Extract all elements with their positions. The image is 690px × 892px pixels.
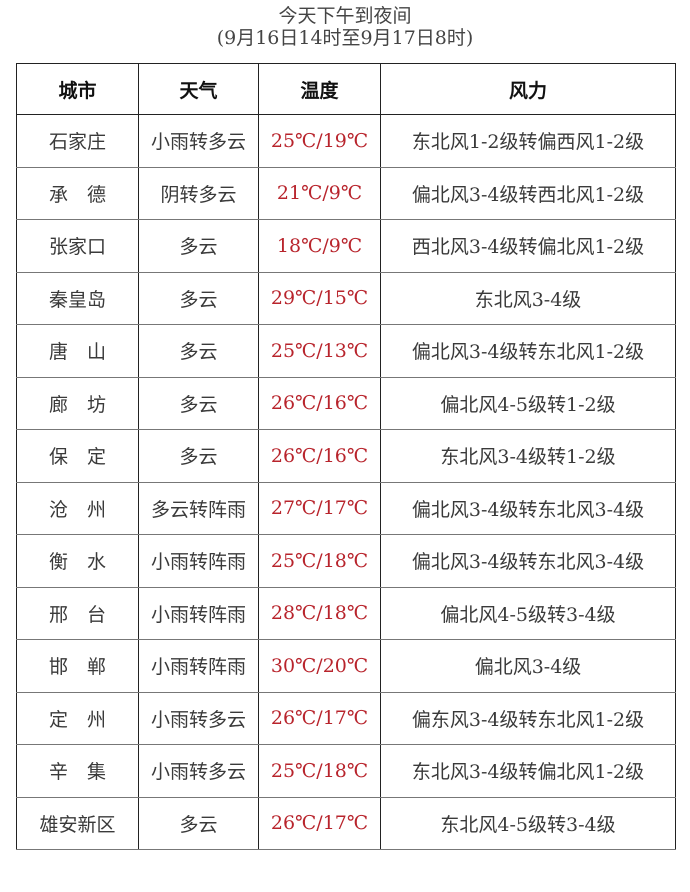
table-row: 承 德阴转多云 21℃/9℃ 偏北风3-4级转西北风1-2级 — [16, 166, 676, 220]
city-cell: 张家口 — [16, 219, 139, 273]
wind-cell: 东北风1-2级转偏西风1-2级 — [380, 114, 676, 168]
table-row: 定 州小雨转多云 26℃/17℃ 偏东风3-4级转东北风1-2级 — [16, 691, 676, 745]
temperature-cell: 28℃/18℃ — [258, 586, 381, 640]
temperature-cell: 26℃/17℃ — [258, 691, 381, 745]
table-row: 衡 水小雨转阵雨 25℃/18℃ 偏北风3-4级转东北风3-4级 — [16, 534, 676, 588]
table-row: 保 定多云 26℃/16℃ 东北风3-4级转1-2级 — [16, 429, 676, 483]
header-city: 城市 — [16, 63, 139, 115]
table-row: 唐 山多云 25℃/13℃ 偏北风3-4级转东北风1-2级 — [16, 324, 676, 378]
temperature-cell: 18℃/9℃ — [258, 219, 381, 273]
temperature-cell: 25℃/13℃ — [258, 324, 381, 378]
wind-cell: 偏北风3-4级转东北风1-2级 — [380, 324, 676, 378]
header-temperature: 温度 — [258, 63, 381, 115]
table-row: 廊 坊多云 26℃/16℃ 偏北风4-5级转1-2级 — [16, 376, 676, 430]
table-row: 张家口 多云 18℃/9℃ 西北风3-4级转偏北风1-2级 — [16, 219, 676, 273]
temperature-cell: 25℃/18℃ — [258, 744, 381, 798]
temperature-cell: 30℃/20℃ — [258, 639, 381, 693]
temperature-cell: 25℃/18℃ — [258, 534, 381, 588]
temperature-cell: 26℃/17℃ — [258, 796, 381, 850]
header-wind: 风力 — [380, 63, 676, 115]
wind-cell: 偏北风3-4级转东北风3-4级 — [380, 534, 676, 588]
wind-cell: 东北风3-4级 — [380, 271, 676, 325]
city-cell: 秦皇岛 — [16, 271, 139, 325]
wind-cell: 东北风3-4级转偏北风1-2级 — [380, 744, 676, 798]
table-row: 秦皇岛 多云 29℃/15℃ 东北风3-4级 — [16, 271, 676, 325]
temperature-cell: 26℃/16℃ — [258, 376, 381, 430]
weather-cell: 小雨转阵雨 — [138, 534, 259, 588]
city-cell: 唐 山 — [16, 324, 139, 378]
wind-cell: 偏北风3-4级转西北风1-2级 — [380, 166, 676, 220]
table-row: 石家庄 小雨转多云 25℃/19℃ 东北风1-2级转偏西风1-2级 — [16, 114, 676, 168]
city-cell: 定 州 — [16, 691, 139, 745]
table-row: 邢 台小雨转阵雨 28℃/18℃ 偏北风4-5级转3-4级 — [16, 586, 676, 640]
city-cell: 保 定 — [16, 429, 139, 483]
wind-cell: 东北风4-5级转3-4级 — [380, 796, 676, 850]
weather-cell: 多云 — [138, 429, 259, 483]
weather-cell: 多云 — [138, 376, 259, 430]
table-row: 雄安新区 多云 26℃/17℃ 东北风4-5级转3-4级 — [16, 796, 676, 850]
temperature-cell: 21℃/9℃ — [258, 166, 381, 220]
weather-cell: 小雨转阵雨 — [138, 586, 259, 640]
temperature-cell: 27℃/17℃ — [258, 481, 381, 535]
city-cell: 石家庄 — [16, 114, 139, 168]
table-row: 沧 州多云转阵雨 27℃/17℃ 偏北风3-4级转东北风3-4级 — [16, 481, 676, 535]
temperature-cell: 25℃/19℃ — [258, 114, 381, 168]
city-cell: 承 德 — [16, 166, 139, 220]
wind-cell: 偏北风4-5级转1-2级 — [380, 376, 676, 430]
wind-cell: 偏东风3-4级转东北风1-2级 — [380, 691, 676, 745]
page-title: 今天下午到夜间 — [278, 5, 412, 27]
weather-cell: 阴转多云 — [138, 166, 259, 220]
wind-cell: 东北风3-4级转1-2级 — [380, 429, 676, 483]
weather-cell: 小雨转多云 — [138, 744, 259, 798]
wind-cell: 偏北风3-4级转东北风3-4级 — [380, 481, 676, 535]
city-cell: 雄安新区 — [16, 796, 139, 850]
city-cell: 沧 州 — [16, 481, 139, 535]
table-header-row: 城市 天气 温度 风力 — [16, 63, 676, 115]
table-row: 邯 郸小雨转阵雨 30℃/20℃ 偏北风3-4级 — [16, 639, 676, 693]
temperature-cell: 29℃/15℃ — [258, 271, 381, 325]
weather-cell: 多云 — [138, 271, 259, 325]
city-cell: 廊 坊 — [16, 376, 139, 430]
weather-cell: 小雨转多云 — [138, 691, 259, 745]
weather-cell: 小雨转多云 — [138, 114, 259, 168]
header-weather: 天气 — [138, 63, 259, 115]
forecast-table: 城市 天气 温度 风力 石家庄 小雨转多云 25℃/19℃ 东北风1-2级转偏西风1-… — [16, 63, 676, 850]
city-cell: 邯 郸 — [16, 639, 139, 693]
weather-cell: 多云 — [138, 796, 259, 850]
page-subtitle: (9月16日14时至9月17日8时) — [216, 27, 474, 49]
weather-cell: 多云 — [138, 219, 259, 273]
weather-cell: 小雨转阵雨 — [138, 639, 259, 693]
wind-cell: 偏北风3-4级 — [380, 639, 676, 693]
table-row: 辛 集小雨转多云 25℃/18℃ 东北风3-4级转偏北风1-2级 — [16, 744, 676, 798]
city-cell: 衡 水 — [16, 534, 139, 588]
city-cell: 辛 集 — [16, 744, 139, 798]
wind-cell: 偏北风4-5级转3-4级 — [380, 586, 676, 640]
city-cell: 邢 台 — [16, 586, 139, 640]
wind-cell: 西北风3-4级转偏北风1-2级 — [380, 219, 676, 273]
weather-cell: 多云 — [138, 324, 259, 378]
temperature-cell: 26℃/16℃ — [258, 429, 381, 483]
weather-cell: 多云转阵雨 — [138, 481, 259, 535]
